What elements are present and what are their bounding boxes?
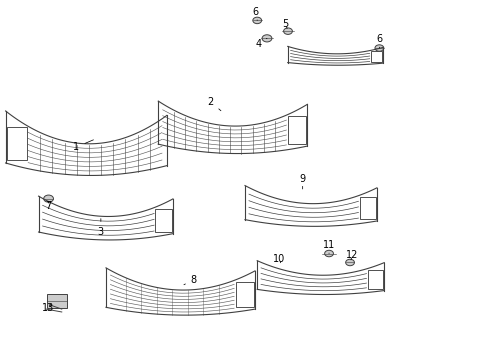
- Circle shape: [345, 259, 354, 266]
- Circle shape: [262, 35, 272, 42]
- Bar: [7, 127, 26, 161]
- Circle shape: [44, 195, 53, 202]
- Bar: [236, 282, 253, 307]
- Bar: [288, 116, 306, 144]
- FancyBboxPatch shape: [47, 294, 67, 308]
- Bar: [370, 51, 382, 62]
- Circle shape: [284, 28, 293, 35]
- Text: 12: 12: [346, 250, 359, 260]
- Bar: [360, 197, 376, 219]
- Text: 3: 3: [98, 219, 104, 237]
- Text: 1: 1: [74, 140, 94, 152]
- Bar: [155, 209, 172, 231]
- Text: 6: 6: [253, 7, 259, 21]
- Text: 2: 2: [208, 97, 221, 111]
- Text: 10: 10: [273, 254, 285, 264]
- Text: 11: 11: [323, 240, 335, 253]
- Text: 4: 4: [255, 39, 267, 49]
- Bar: [368, 270, 383, 289]
- Circle shape: [375, 45, 384, 51]
- Text: 8: 8: [184, 275, 197, 285]
- Text: 6: 6: [376, 35, 382, 48]
- Text: 7: 7: [46, 201, 52, 211]
- Text: 5: 5: [282, 19, 289, 29]
- Text: 9: 9: [299, 174, 306, 189]
- Circle shape: [253, 17, 262, 24]
- Text: 13: 13: [42, 303, 54, 313]
- Circle shape: [325, 250, 333, 257]
